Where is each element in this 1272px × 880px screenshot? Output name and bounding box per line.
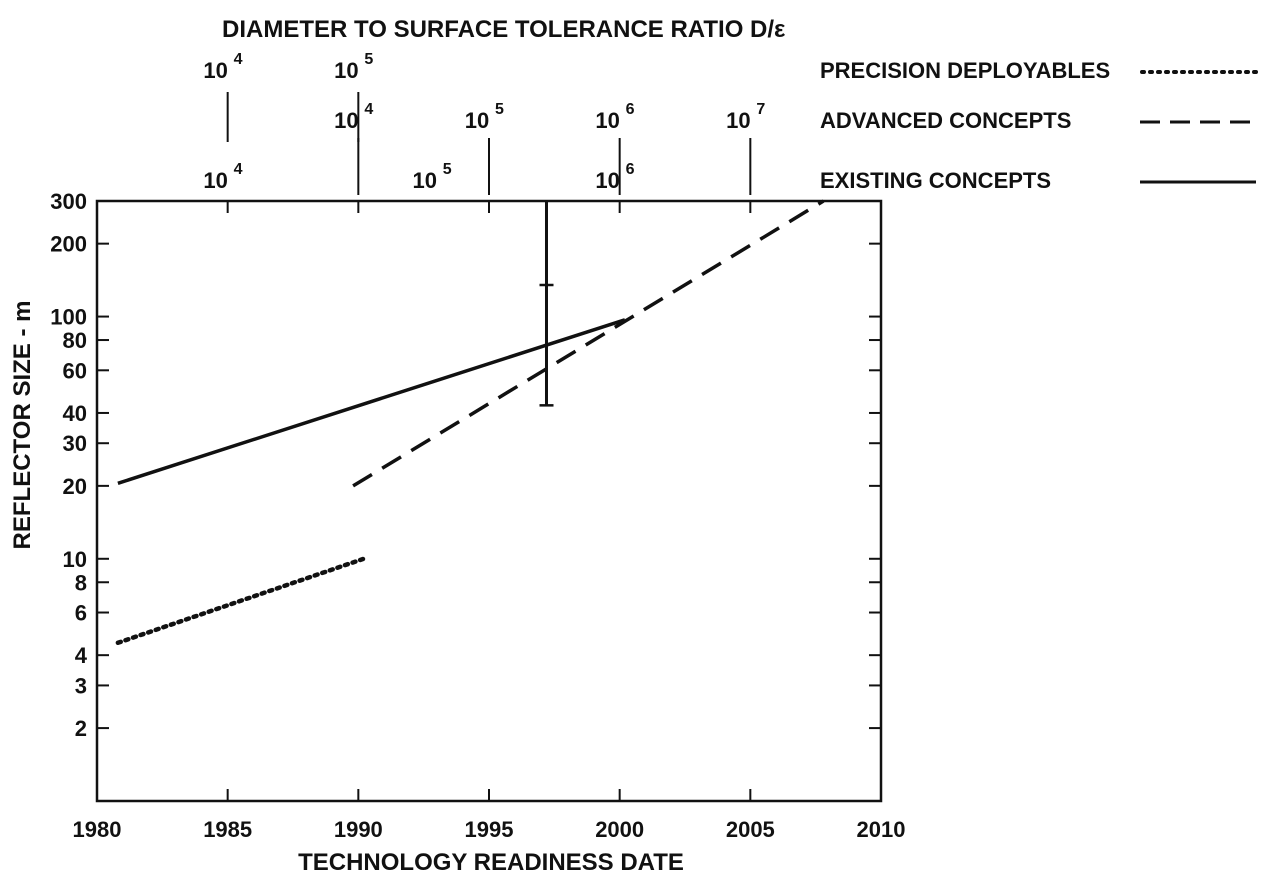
y-tick-label-12: 200: [50, 232, 87, 257]
x-tick-label-2: 1990: [334, 817, 383, 842]
top-scale-r2-exp-1: 5: [495, 101, 504, 118]
top-scale-r1-exp-1: 5: [364, 51, 373, 68]
error-bar: [539, 201, 554, 407]
y-tick-label-3: 6: [75, 601, 87, 626]
top-scale-r3-label-1: 10: [412, 168, 436, 193]
x-tick-label-0: 1980: [73, 817, 122, 842]
series-layer: [115, 199, 825, 646]
x-tick-label-5: 2005: [726, 817, 775, 842]
top-scale-r2-exp-0: 4: [364, 101, 373, 118]
top-scale-r3-label-0: 10: [203, 168, 227, 193]
top-scale-r1-exp-0: 4: [234, 51, 243, 68]
legend-label-1: ADVANCED CONCEPTS: [820, 108, 1071, 133]
x-tick-label-1: 1985: [203, 817, 252, 842]
x-tick-label-3: 1995: [465, 817, 514, 842]
y-tick-label-4: 8: [75, 570, 87, 595]
top-axis-title: DIAMETER TO SURFACE TOLERANCE RATIO D/ε: [222, 16, 785, 43]
y-axis-title: REFLECTOR SIZE - m: [9, 301, 36, 550]
y-tick-label-8: 40: [63, 401, 87, 426]
y-tick-label-2: 4: [75, 643, 88, 668]
legend-label-0: PRECISION DEPLOYABLES: [820, 58, 1110, 83]
top-scale-r3-label-2: 10: [595, 168, 619, 193]
y-tick-label-5: 10: [63, 547, 87, 572]
top-scale-r1-label-1: 10: [334, 58, 358, 83]
series-line-solid: [117, 318, 626, 485]
y-tick-label-0: 2: [75, 716, 87, 741]
top-scale-r2-label-2: 10: [595, 108, 619, 133]
y-tick-label-9: 60: [63, 358, 87, 383]
legend: PRECISION DEPLOYABLES ADVANCED CONCEPTS EX…: [820, 58, 1258, 193]
series-line-dotted: [115, 556, 366, 646]
top-scale-r2-exp-2: 6: [626, 101, 635, 118]
top-scale-r2-exp-3: 7: [756, 101, 765, 118]
y-tick-label-1: 3: [75, 673, 87, 698]
series-line-dashed: [352, 199, 825, 488]
legend-label-2: EXISTING CONCEPTS: [820, 168, 1051, 193]
top-scale-r2-label-3: 10: [726, 108, 750, 133]
plot-frame: [95, 199, 883, 803]
top-scale-r3-exp-1: 5: [443, 161, 452, 178]
top-scale-r2-label-0: 10: [334, 108, 358, 133]
x-axis-title: TECHNOLOGY READINESS DATE: [298, 849, 684, 876]
top-scale-r3-exp-2: 6: [626, 161, 635, 178]
y-tick-label-6: 20: [63, 474, 87, 499]
y-tick-label-7: 30: [63, 431, 87, 456]
y-tick-label-11: 100: [50, 305, 87, 330]
top-tolerance-scale: 10 4 10 5 10 4 10 5 10 6 10 7 10 4 10 5 10 6: [203, 51, 765, 195]
y-tick-label-13: 300: [50, 189, 87, 214]
x-tick-label-4: 2000: [595, 817, 644, 842]
top-scale-r3-exp-0: 4: [234, 161, 243, 178]
top-scale-r2-label-1: 10: [465, 108, 489, 133]
top-scale-r1-label-0: 10: [203, 58, 227, 83]
x-tick-label-6: 2010: [857, 817, 906, 842]
x-axis: 1980 1985 1990 1995 2000 2005 2010: [73, 201, 906, 842]
y-tick-label-10: 80: [63, 328, 87, 353]
